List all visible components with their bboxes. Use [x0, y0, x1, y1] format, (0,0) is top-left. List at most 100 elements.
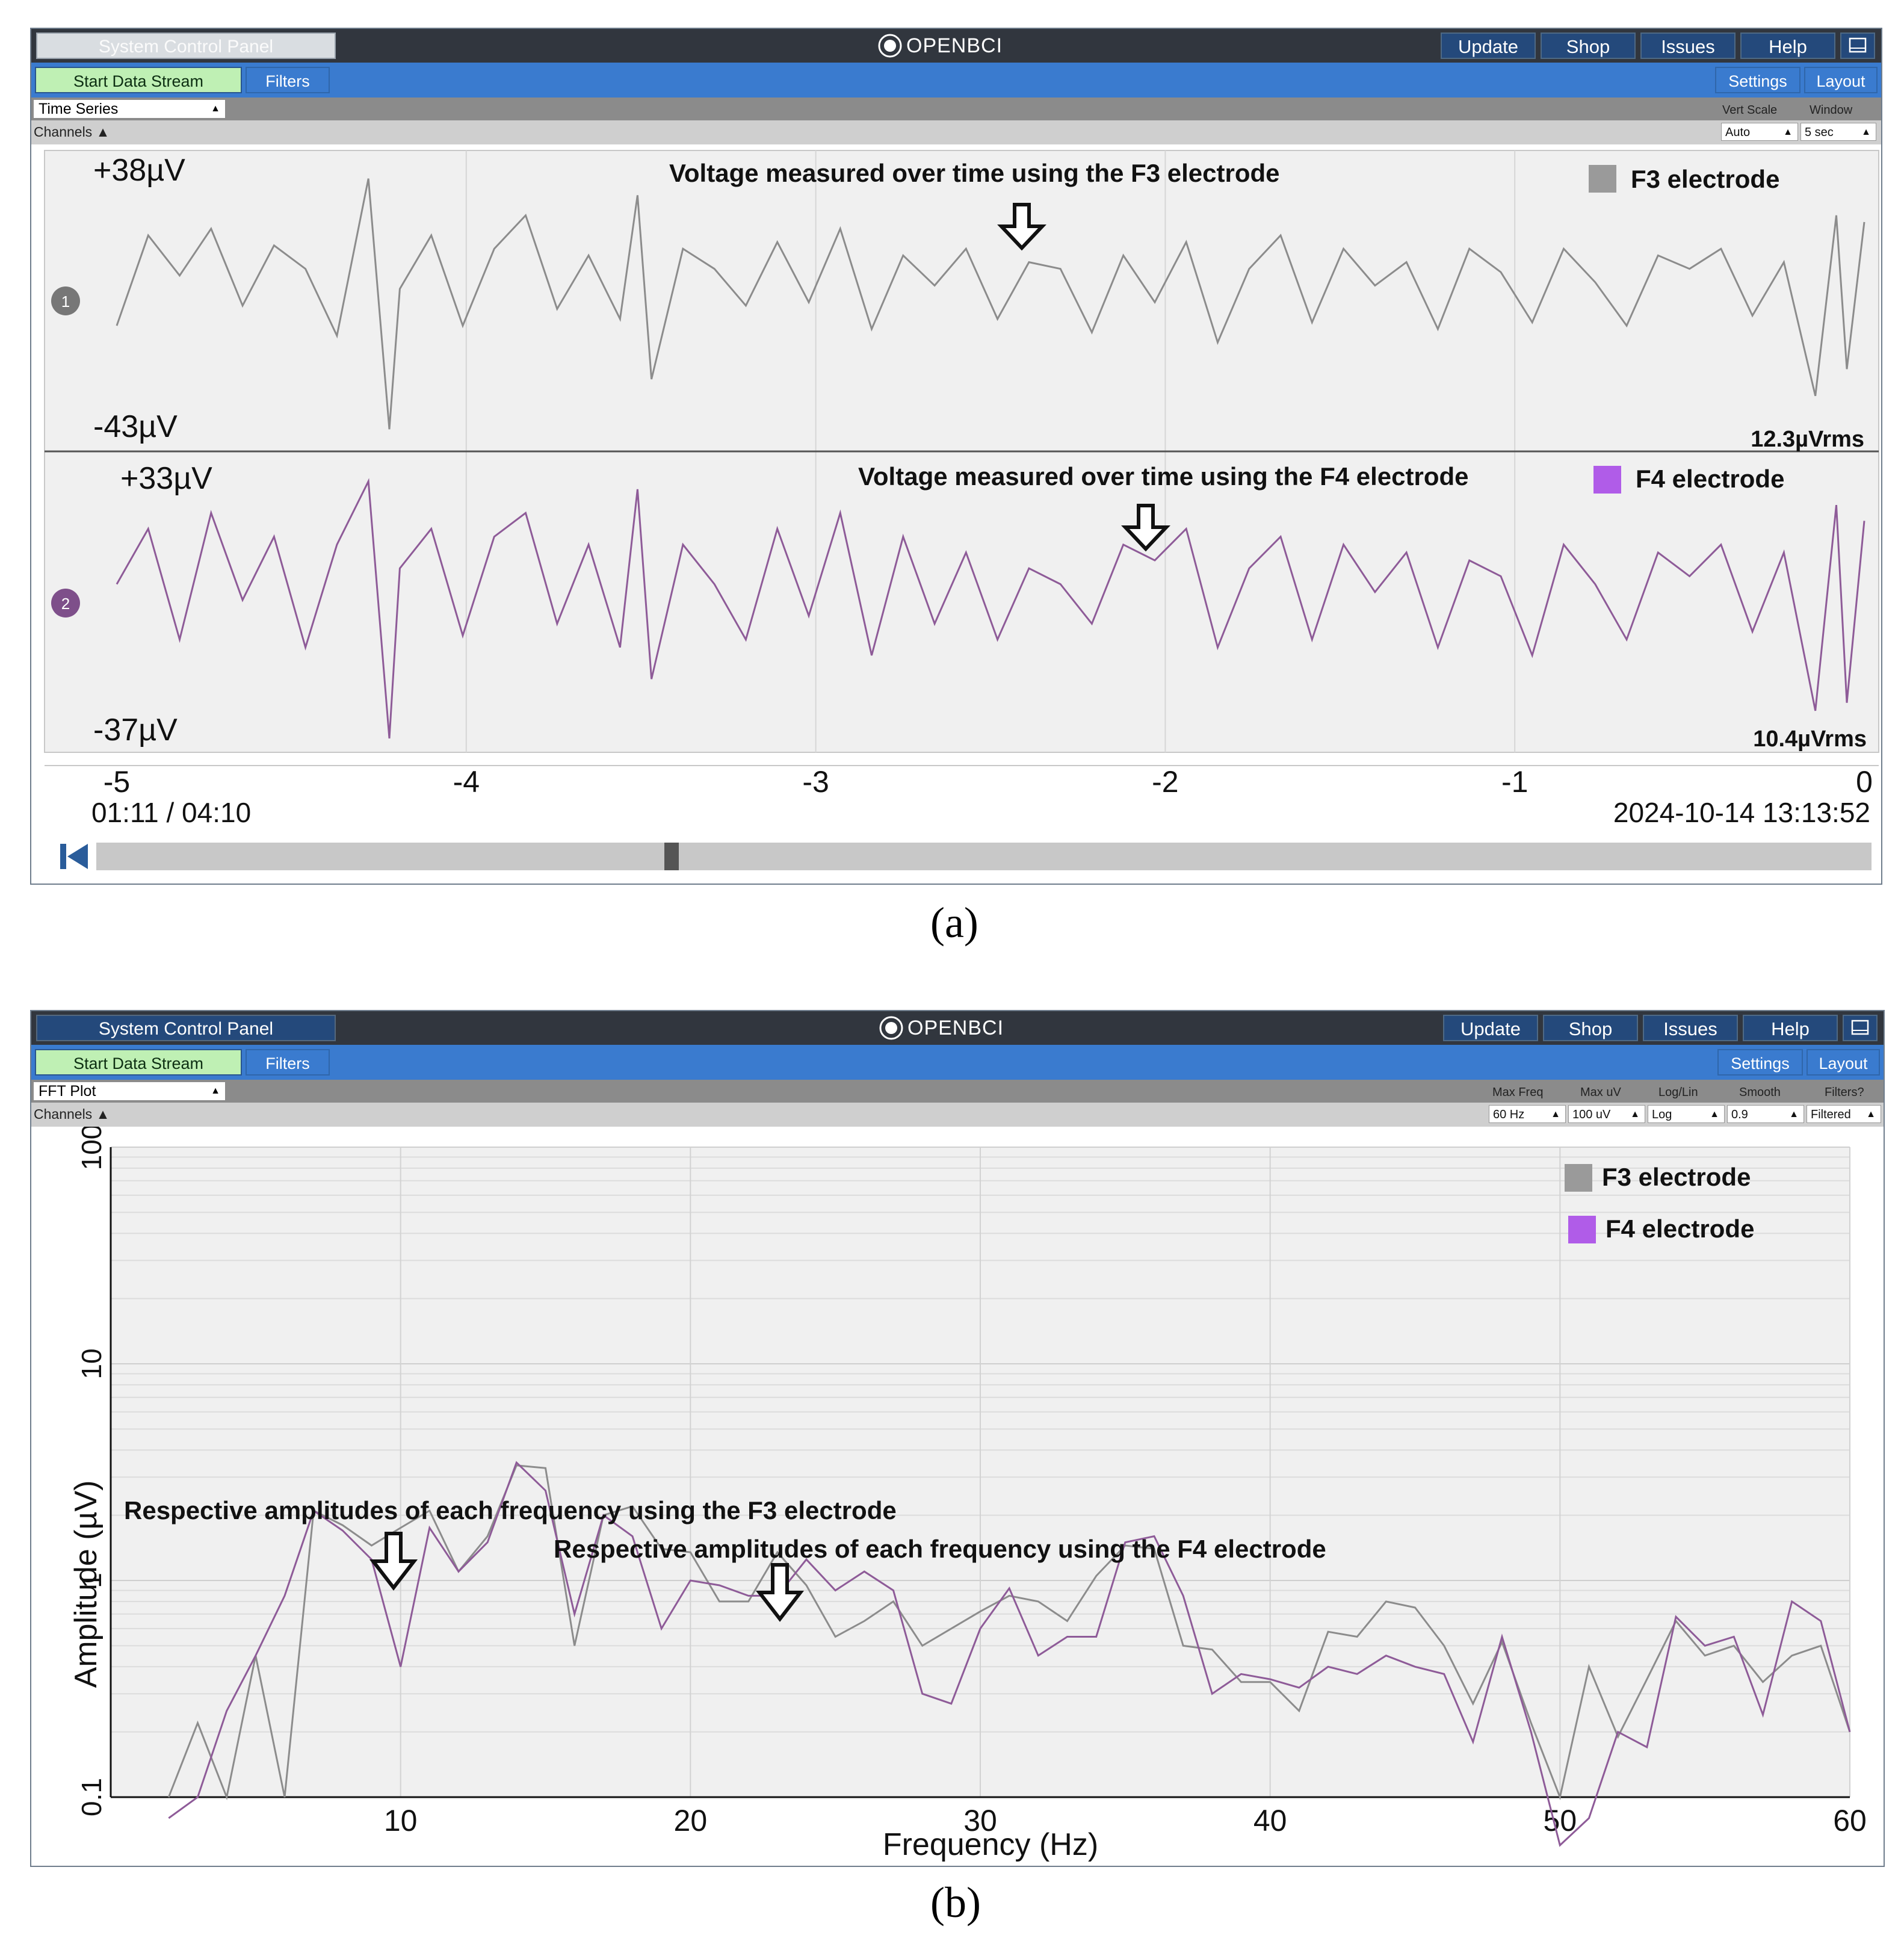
f4-legend-swatch	[1568, 1216, 1596, 1243]
shop-button[interactable]: Shop	[1541, 33, 1636, 59]
f3-legend-label: F3 electrode	[1602, 1163, 1751, 1191]
max-freq-select[interactable]: 60 Hz ▲	[1489, 1105, 1566, 1123]
widget-select-value: Time Series	[39, 101, 119, 117]
playback-track[interactable]	[96, 843, 1872, 870]
widget-select[interactable]: FFT Plot ▲	[34, 1082, 225, 1100]
issues-button[interactable]: Issues	[1643, 1015, 1738, 1041]
fft-y-tick-label: 10	[76, 1348, 107, 1379]
max-freq-value: 60 Hz	[1493, 1108, 1525, 1121]
widget-bar: Time Series ▲ Vert Scale Window	[31, 98, 1881, 120]
window-select[interactable]: 5 sec ▲	[1800, 123, 1876, 141]
filters-label: Filters?	[1825, 1086, 1864, 1099]
fft-y-tick-label: 1	[76, 1573, 107, 1588]
arrow-down-icon	[997, 203, 1046, 251]
update-button[interactable]: Update	[1441, 33, 1536, 59]
log-lin-label: Log/Lin	[1658, 1086, 1698, 1099]
vert-scale-select[interactable]: Auto ▲	[1721, 123, 1798, 141]
openbci-window-fft-plot: System Control Panel OPENBCI Update Shop…	[30, 1010, 1885, 1867]
openbci-window-time-series: System Control Panel OPENBCI Update Shop…	[30, 28, 1882, 885]
widget-select[interactable]: Time Series ▲	[34, 100, 225, 118]
time-tick-label: -4	[453, 765, 480, 799]
fft-y-tick-label: 100	[76, 1127, 107, 1170]
caret-up-icon: ▲	[211, 1086, 220, 1096]
f4-fft-annotation: Respective amplitudes of each frequency …	[554, 1535, 1326, 1563]
settings-button[interactable]: Settings	[1717, 1049, 1803, 1076]
widget-select-value: FFT Plot	[39, 1083, 96, 1100]
f4-legend-label: F4 electrode	[1636, 465, 1784, 493]
fft-x-tick-label: 40	[1253, 1804, 1287, 1837]
vert-scale-label: Vert Scale	[1722, 104, 1778, 117]
skip-to-start-icon[interactable]	[60, 844, 88, 869]
brain-logo-icon	[878, 34, 902, 58]
start-data-stream-button[interactable]: Start Data Stream	[35, 67, 242, 93]
system-control-panel-button[interactable]: System Control Panel	[36, 1015, 336, 1041]
recording-timestamp: 2024-10-14 13:13:52	[1613, 797, 1870, 828]
channels-toggle[interactable]: Channels ▲	[34, 124, 110, 140]
channel-1-min-label: -43µV	[93, 409, 178, 444]
time-series-plot: 1 +38µV -43µV 12.3µVrms Voltage measured…	[31, 150, 1881, 884]
nav-bar: Start Data Stream Filters Settings Layou…	[31, 63, 1881, 98]
window-value: 5 sec	[1805, 126, 1834, 139]
channels-toggle[interactable]: Channels ▲	[34, 1106, 110, 1122]
filters-button[interactable]: Filters	[246, 67, 330, 93]
smooth-label: Smooth	[1739, 1086, 1781, 1099]
smooth-value: 0.9	[1731, 1108, 1748, 1121]
shop-button[interactable]: Shop	[1543, 1015, 1638, 1041]
layout-button[interactable]: Layout	[1807, 1049, 1880, 1076]
max-uv-select[interactable]: 100 uV ▲	[1568, 1105, 1645, 1123]
fft-plot: 10 20 30 40 50 60 0.1 1 10 100 Amplitude (µV) Fre…	[69, 1127, 1867, 1862]
f4-legend-swatch	[1593, 466, 1621, 494]
f4-legend-label: F4 electrode	[1606, 1215, 1754, 1243]
channel-bar: Channels ▲ Auto ▲ 5 sec ▲	[31, 120, 1881, 144]
playback-thumb[interactable]	[664, 843, 679, 870]
fft-x-tick-label: 10	[384, 1804, 418, 1837]
window-toggle-button[interactable]	[1843, 1015, 1878, 1041]
caret-up-icon: ▲	[1630, 1109, 1640, 1119]
filters-button[interactable]: Filters	[246, 1049, 330, 1076]
time-axis-ticks: -5 -4 -3 -2 -1 0	[104, 765, 1873, 799]
filters-select[interactable]: Filtered ▲	[1807, 1105, 1881, 1123]
window-toggle-button[interactable]	[1840, 33, 1875, 59]
max-uv-label: Max uV	[1580, 1086, 1621, 1099]
settings-button[interactable]: Settings	[1715, 67, 1800, 93]
openbci-logo: OPENBCI	[874, 33, 1003, 59]
layout-button[interactable]: Layout	[1804, 67, 1878, 93]
caret-up-icon: ▲	[1783, 127, 1793, 137]
x-axis-title: Frequency (Hz)	[883, 1827, 1098, 1862]
max-freq-label: Max Freq	[1492, 1086, 1544, 1099]
f3-legend-swatch	[1565, 1164, 1592, 1192]
time-tick-label: -2	[1152, 765, 1178, 799]
log-lin-select[interactable]: Log ▲	[1648, 1105, 1725, 1123]
f3-legend-swatch	[1589, 165, 1616, 193]
playback-time: 01:11 / 04:10	[91, 797, 251, 828]
caret-up-icon: ▲	[1789, 1109, 1799, 1119]
channels-label: Channels	[34, 1106, 93, 1122]
help-button[interactable]: Help	[1743, 1015, 1838, 1041]
openbci-logo: OPENBCI	[875, 1015, 1004, 1041]
caret-up-icon: ▲	[1710, 1109, 1719, 1119]
channel-1-number: 1	[61, 293, 70, 311]
fft-x-tick-label: 60	[1833, 1804, 1867, 1837]
f4-fft-trace	[168, 1461, 1851, 1847]
start-data-stream-button[interactable]: Start Data Stream	[35, 1049, 242, 1076]
help-button[interactable]: Help	[1740, 33, 1835, 59]
filters-value: Filtered	[1811, 1108, 1851, 1121]
time-tick-label: -5	[104, 765, 130, 799]
top-bar: System Control Panel OPENBCI Update Shop…	[31, 1011, 1884, 1045]
channel-1-indicator[interactable]	[51, 286, 80, 315]
f3-fft-annotation: Respective amplitudes of each frequency …	[124, 1496, 897, 1525]
caret-up-icon: ▲	[1861, 127, 1871, 137]
top-bar: System Control Panel OPENBCI Update Shop…	[31, 29, 1881, 63]
fft-y-tick-label: 0.1	[76, 1778, 107, 1816]
system-control-panel-button[interactable]: System Control Panel	[36, 33, 336, 59]
fft-axis-ticks: 10 20 30 40 50 60 0.1 1 10 100	[76, 1127, 1867, 1837]
channel-2-indicator[interactable]	[51, 589, 80, 618]
caption-b: (b)	[930, 1878, 981, 1927]
update-button[interactable]: Update	[1443, 1015, 1538, 1041]
caret-up-icon: ▲	[1866, 1109, 1876, 1119]
issues-button[interactable]: Issues	[1640, 33, 1736, 59]
channel-2-max-label: +33µV	[120, 461, 212, 496]
caret-up-icon: ▲	[96, 124, 110, 140]
f3-legend-label: F3 electrode	[1631, 165, 1779, 193]
smooth-select[interactable]: 0.9 ▲	[1727, 1105, 1804, 1123]
